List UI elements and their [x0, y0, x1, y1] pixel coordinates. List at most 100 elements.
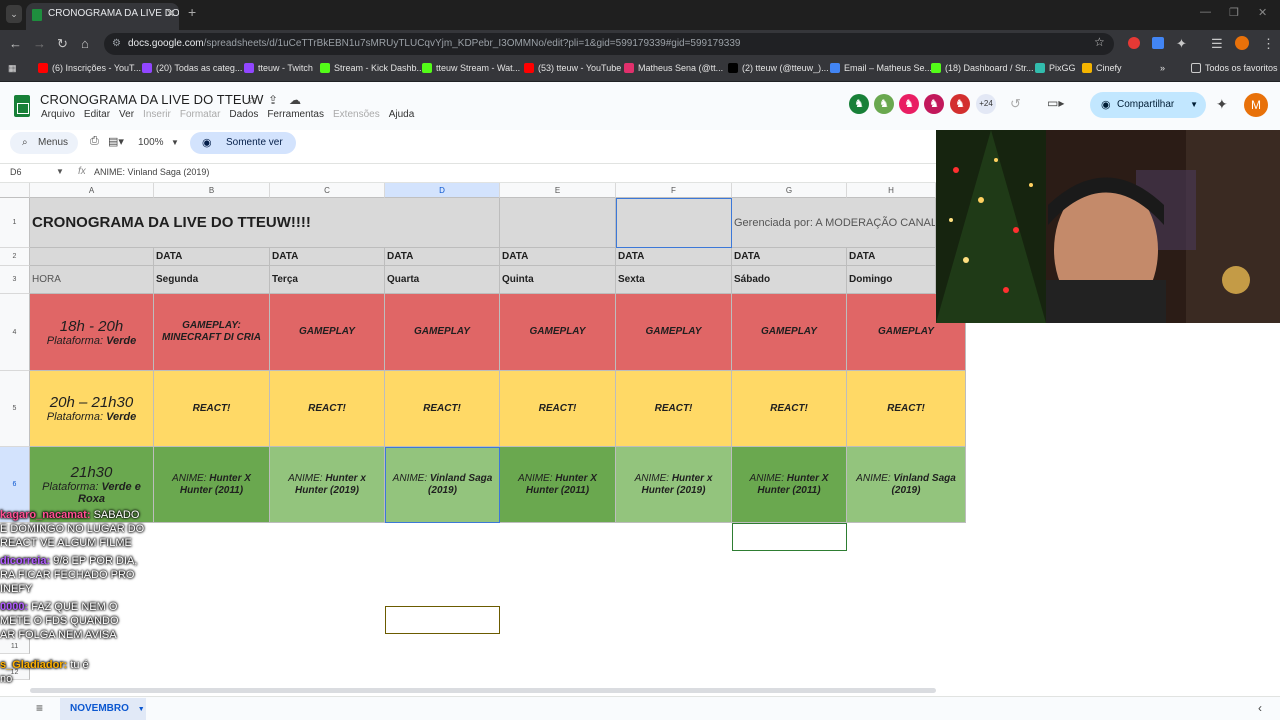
- schedule-item[interactable]: REACT!: [732, 371, 847, 447]
- schedule-item[interactable]: REACT!: [500, 371, 616, 447]
- new-tab-icon[interactable]: +: [188, 4, 197, 20]
- name-box[interactable]: D6: [10, 167, 22, 177]
- managed-by[interactable]: Gerenciada por: A MODERAÇÃO CANALH: [732, 198, 936, 248]
- row-header[interactable]: 4: [0, 294, 30, 371]
- menu-ajuda[interactable]: Ajuda: [388, 109, 415, 120]
- menu-ferramentas[interactable]: Ferramentas: [267, 109, 324, 120]
- schedule-item[interactable]: REACT!: [154, 371, 270, 447]
- time-slot-cell[interactable]: 18h - 20h Plataforma: Verde: [30, 294, 154, 371]
- data-label[interactable]: DATA: [270, 248, 385, 266]
- gemini-icon[interactable]: ✦: [1216, 96, 1228, 112]
- cell-f1[interactable]: [616, 198, 732, 248]
- bookmark-item[interactable]: tteuw - Twitch: [244, 63, 313, 73]
- row-header[interactable]: 11: [0, 639, 30, 654]
- menu-formatar[interactable]: Formatar: [179, 109, 221, 120]
- bookmark-item[interactable]: tteuw Stream - Wat...: [422, 63, 520, 73]
- view-only-button[interactable]: ◉ Somente ver: [190, 132, 296, 154]
- collaborator-avatar[interactable]: ♞: [924, 94, 944, 114]
- chevron-left-icon[interactable]: ‹: [1258, 701, 1262, 715]
- select-all-corner[interactable]: [0, 183, 30, 198]
- data-label[interactable]: DATA: [616, 248, 732, 266]
- print-icon[interactable]: ⎙: [90, 135, 99, 147]
- collaborator-avatar[interactable]: ♞: [849, 94, 869, 114]
- tab-search-icon[interactable]: ⌄: [6, 5, 22, 23]
- extensions-puzzle-icon[interactable]: ✦: [1176, 36, 1187, 51]
- menu-extensoes[interactable]: Extensões: [333, 109, 380, 120]
- bookmark-item[interactable]: (53) tteuw - YouTube: [524, 63, 621, 73]
- extension-record-icon[interactable]: [1128, 37, 1140, 49]
- schedule-item[interactable]: REACT!: [385, 371, 500, 447]
- hora-label[interactable]: HORA: [30, 266, 154, 294]
- apps-grid-icon[interactable]: ▦: [8, 63, 17, 73]
- schedule-item[interactable]: GAMEPLAY: [616, 294, 732, 371]
- collaborator-avatar[interactable]: ♞: [874, 94, 894, 114]
- data-label[interactable]: DATA: [154, 248, 270, 266]
- day-label[interactable]: Sexta: [616, 266, 732, 294]
- column-header[interactable]: E: [500, 183, 616, 198]
- minimize-icon[interactable]: —: [1200, 6, 1211, 18]
- schedule-item[interactable]: ANIME: Hunter x Hunter (2019): [270, 447, 385, 523]
- bookmark-item[interactable]: Email – Matheus Se...: [830, 63, 932, 73]
- row-header[interactable]: 1: [0, 198, 30, 248]
- schedule-item[interactable]: REACT!: [270, 371, 385, 447]
- url-bar[interactable]: ⚙ docs.google.com/spreadsheets/d/1uCeTTr…: [104, 33, 1114, 55]
- move-folder-icon[interactable]: ⇪: [268, 93, 279, 107]
- restore-icon[interactable]: ❐: [1229, 7, 1239, 19]
- schedule-item[interactable]: GAMEPLAY: [385, 294, 500, 371]
- more-bookmarks-icon[interactable]: »: [1160, 63, 1166, 73]
- column-header[interactable]: F: [616, 183, 732, 198]
- bookmark-item[interactable]: (2) tteuw (@tteuw_)...: [728, 63, 829, 73]
- profile-avatar-icon[interactable]: [1235, 36, 1249, 50]
- day-label[interactable]: Terça: [270, 266, 385, 294]
- bookmark-item[interactable]: (18) Dashboard / Str...: [931, 63, 1034, 73]
- extension-audio-icon[interactable]: [1152, 37, 1164, 49]
- schedule-item[interactable]: REACT!: [616, 371, 732, 447]
- reload-icon[interactable]: ↻: [57, 36, 68, 51]
- bookmark-star-icon[interactable]: ☆: [1094, 35, 1105, 49]
- meet-icon[interactable]: ▭▸: [1047, 96, 1065, 110]
- search-menus[interactable]: ⌕ Menus: [10, 132, 78, 154]
- schedule-item[interactable]: REACT!: [847, 371, 966, 447]
- document-title[interactable]: CRONOGRAMA DA LIVE DO TTEUW: [40, 92, 264, 107]
- sheet-tab-novembro[interactable]: NOVEMBRO ▼: [60, 698, 146, 720]
- bookmark-item[interactable]: (6) Inscrições - YouT...: [38, 63, 141, 73]
- row-header[interactable]: 2: [0, 248, 30, 266]
- schedule-item[interactable]: GAMEPLAY: [732, 294, 847, 371]
- chrome-menu-icon[interactable]: ⋮: [1262, 36, 1275, 51]
- menu-inserir[interactable]: Inserir: [143, 109, 171, 120]
- chevron-down-icon[interactable]: ▼: [137, 706, 145, 713]
- data-label[interactable]: DATA: [385, 248, 500, 266]
- bookmark-item[interactable]: Matheus Sena (@tt...: [624, 63, 723, 73]
- bookmark-item[interactable]: PixGG: [1035, 63, 1076, 73]
- formula-content[interactable]: ANIME: Vinland Saga (2019): [94, 167, 210, 177]
- zoom-select[interactable]: 100%: [138, 137, 164, 148]
- row-header[interactable]: 12: [0, 665, 30, 680]
- menu-ver[interactable]: Ver: [119, 109, 135, 120]
- all-sheets-icon[interactable]: ≡: [36, 701, 44, 715]
- schedule-item[interactable]: GAMEPLAY: MINECRAFT DI CRIA: [154, 294, 270, 371]
- day-label[interactable]: Domingo: [847, 266, 936, 294]
- history-icon[interactable]: ↺: [1010, 96, 1021, 111]
- home-icon[interactable]: ⌂: [81, 36, 89, 51]
- all-favorites[interactable]: Todos os favoritos: [1191, 63, 1278, 73]
- back-icon[interactable]: ←: [9, 36, 22, 51]
- share-button[interactable]: ◉ Compartilhar ▼: [1090, 92, 1206, 118]
- menu-arquivo[interactable]: Arquivo: [41, 109, 75, 120]
- zoom-chevron-icon[interactable]: ▼: [171, 138, 179, 147]
- close-window-icon[interactable]: ✕: [1258, 7, 1268, 19]
- schedule-item[interactable]: GAMEPLAY: [270, 294, 385, 371]
- day-label[interactable]: Quinta: [500, 266, 616, 294]
- column-header[interactable]: C: [270, 183, 385, 198]
- row-header[interactable]: 6: [0, 447, 30, 523]
- bookmark-item[interactable]: (20) Todas as categ...: [142, 63, 242, 73]
- bookmark-item[interactable]: Stream - Kick Dashb...: [320, 63, 424, 73]
- chevron-down-icon[interactable]: ▼: [1190, 100, 1198, 109]
- browser-tab[interactable]: CRONOGRAMA DA LIVE DO TTE ✕: [26, 3, 179, 30]
- more-collaborators[interactable]: +24: [976, 94, 996, 114]
- cell-a2[interactable]: [30, 248, 154, 266]
- star-icon[interactable]: ☆: [247, 93, 258, 107]
- collaborator-avatar[interactable]: ♞: [899, 94, 919, 114]
- data-label[interactable]: DATA: [732, 248, 847, 266]
- column-header[interactable]: A: [30, 183, 154, 198]
- paint-format-icon[interactable]: ▤▾: [108, 136, 124, 148]
